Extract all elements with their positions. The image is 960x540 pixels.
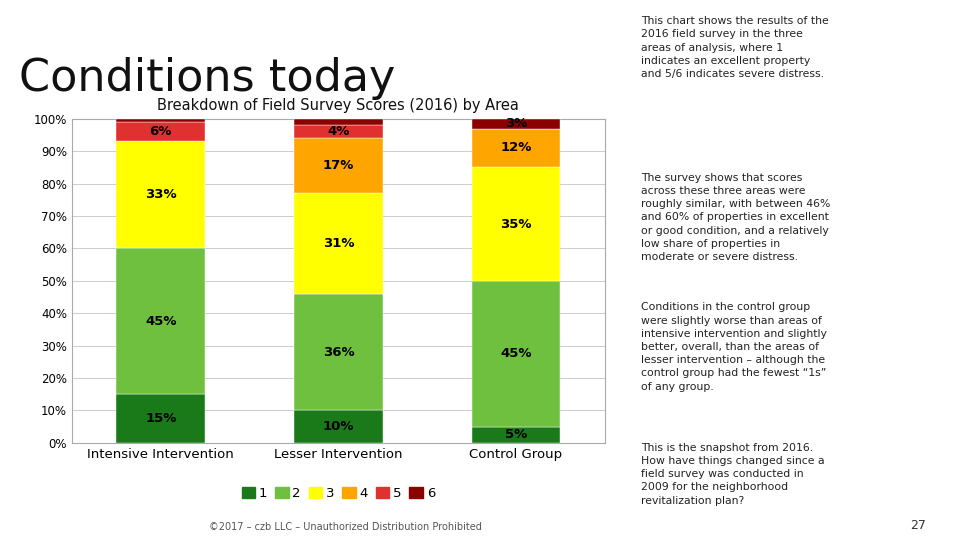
Text: 3%: 3%: [505, 117, 527, 130]
Text: The survey shows that scores
across these three areas were
roughly similar, with: The survey shows that scores across thes…: [641, 173, 830, 262]
Text: 4%: 4%: [327, 125, 349, 138]
Text: 35%: 35%: [500, 218, 532, 231]
Bar: [294, 138, 383, 193]
Bar: [294, 125, 383, 138]
Text: 45%: 45%: [500, 347, 532, 360]
Bar: [116, 248, 205, 394]
Title: Breakdown of Field Survey Scores (2016) by Area: Breakdown of Field Survey Scores (2016) …: [157, 98, 519, 113]
Bar: [471, 119, 561, 129]
Bar: [471, 427, 561, 443]
Legend: 1, 2, 3, 4, 5, 6: 1, 2, 3, 4, 5, 6: [236, 482, 441, 505]
Bar: [116, 141, 205, 248]
Bar: [294, 119, 383, 125]
Bar: [116, 394, 205, 443]
Bar: [471, 167, 561, 281]
Text: 33%: 33%: [145, 188, 177, 201]
Text: 12%: 12%: [500, 141, 532, 154]
Text: 36%: 36%: [323, 346, 354, 359]
Bar: [471, 281, 561, 427]
Bar: [116, 119, 205, 122]
Bar: [116, 122, 205, 141]
Bar: [294, 294, 383, 410]
Text: 17%: 17%: [323, 159, 354, 172]
Text: 5%: 5%: [505, 428, 527, 441]
Bar: [294, 193, 383, 294]
Text: Conditions in the control group
were slightly worse than areas of
intensive inte: Conditions in the control group were sli…: [641, 302, 828, 392]
Bar: [294, 410, 383, 443]
Text: 15%: 15%: [145, 412, 177, 425]
Text: Conditions today: Conditions today: [19, 57, 396, 100]
Text: 45%: 45%: [145, 315, 177, 328]
Text: This is the snapshot from 2016.
How have things changed since a
field survey was: This is the snapshot from 2016. How have…: [641, 443, 825, 505]
Text: 6%: 6%: [150, 125, 172, 138]
Text: This chart shows the results of the
2016 field survey in the three
areas of anal: This chart shows the results of the 2016…: [641, 16, 829, 79]
Text: 27: 27: [910, 519, 926, 532]
Bar: [471, 129, 561, 167]
Text: ©2017 – czb LLC – Unauthorized Distribution Prohibited: ©2017 – czb LLC – Unauthorized Distribut…: [209, 522, 482, 532]
Text: 10%: 10%: [323, 420, 354, 433]
Text: 31%: 31%: [323, 237, 354, 250]
